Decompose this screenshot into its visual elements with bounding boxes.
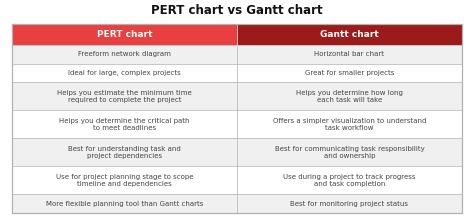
Text: Best for communicating task responsibility
and ownership: Best for communicating task responsibili… — [274, 146, 424, 159]
Bar — [12, 166, 237, 194]
Bar — [237, 110, 462, 138]
Text: Ideal for large, complex projects: Ideal for large, complex projects — [68, 70, 181, 76]
Text: More flexible planning tool than Gantt charts: More flexible planning tool than Gantt c… — [46, 201, 203, 207]
Bar — [12, 194, 237, 213]
Bar — [12, 82, 237, 110]
Bar — [237, 64, 462, 82]
Text: Great for smaller projects: Great for smaller projects — [305, 70, 394, 76]
Text: Best for monitoring project status: Best for monitoring project status — [291, 201, 409, 207]
Bar — [12, 110, 237, 138]
Text: PERT chart vs Gantt chart: PERT chart vs Gantt chart — [151, 4, 323, 18]
Bar — [237, 166, 462, 194]
Text: PERT chart: PERT chart — [97, 30, 152, 39]
Text: Gantt chart: Gantt chart — [320, 30, 379, 39]
Bar — [12, 138, 237, 166]
Bar — [237, 82, 462, 110]
Bar — [237, 194, 462, 213]
Text: Use for project planning stage to scope
timeline and dependencies: Use for project planning stage to scope … — [56, 174, 193, 187]
Text: Helps you determine the critical path
to meet deadlines: Helps you determine the critical path to… — [59, 117, 190, 131]
Text: Offers a simpler visualization to understand
task workflow: Offers a simpler visualization to unders… — [273, 117, 426, 131]
Text: Helps you estimate the minimum time
required to complete the project: Helps you estimate the minimum time requ… — [57, 90, 192, 103]
Text: Best for understanding task and
project dependencies: Best for understanding task and project … — [68, 146, 181, 159]
Bar — [12, 45, 237, 64]
Bar — [12, 24, 462, 213]
Text: Horizontal bar chart: Horizontal bar chart — [315, 51, 384, 57]
Bar — [237, 138, 462, 166]
Bar — [237, 24, 462, 45]
Text: Helps you determine how long
each task will take: Helps you determine how long each task w… — [296, 90, 403, 103]
Text: Use during a project to track progress
and task completion: Use during a project to track progress a… — [283, 174, 416, 187]
Bar — [12, 24, 237, 45]
Bar — [237, 45, 462, 64]
Bar — [12, 64, 237, 82]
Text: Freeform network diagram: Freeform network diagram — [78, 51, 171, 57]
